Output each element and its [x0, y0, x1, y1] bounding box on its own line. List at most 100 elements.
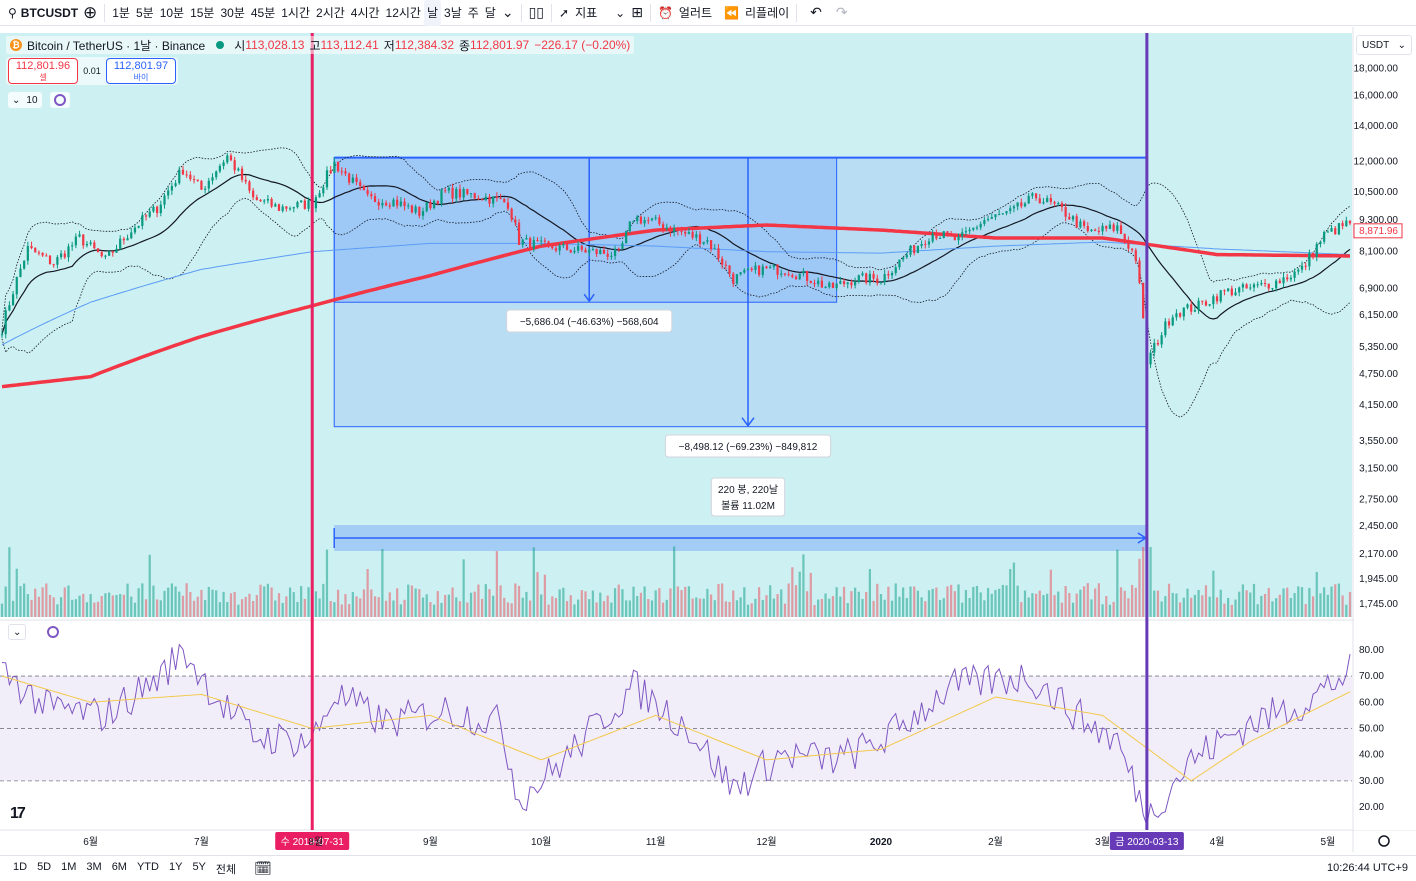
price-axis[interactable]: 18,000.00 16,000.00 14,000.00 12,000.00 10,5…: [1353, 27, 1416, 830]
interval-13[interactable]: 주: [467, 6, 479, 20]
timeframe-9[interactable]: 전체: [215, 863, 237, 876]
candle: [152, 204, 155, 213]
volume-bar: [300, 586, 303, 617]
more-intervals-button[interactable]: ⌄: [499, 0, 517, 26]
candle-body: [591, 249, 595, 251]
candle: [1171, 314, 1174, 327]
volume-bar: [381, 548, 384, 617]
timeframe-3[interactable]: 1M: [61, 860, 77, 873]
rsi-settings-button[interactable]: [43, 624, 63, 640]
volume-settings-button[interactable]: [50, 92, 70, 108]
compare-symbol-button[interactable]: ⊕: [80, 0, 100, 26]
interval-8[interactable]: 2시간: [316, 6, 345, 20]
currency-select[interactable]: USDT ⌄: [1356, 35, 1412, 55]
indicators-button[interactable]: ➚ 지표 ⌄: [556, 0, 628, 26]
candle-body: [318, 193, 321, 198]
time-axis[interactable]: 6월 7월 8월 9월 10월 11월 12월 2020 2월 3월 4월 5월: [83, 835, 1390, 848]
interval-1[interactable]: 1분: [112, 6, 130, 20]
candle: [163, 193, 166, 209]
candle: [1223, 289, 1226, 296]
tradingview-logo[interactable]: 17: [10, 805, 26, 822]
volume-bar: [67, 585, 70, 617]
candle-body: [994, 214, 997, 218]
candle: [695, 230, 698, 242]
candle-body: [277, 204, 281, 211]
interval-3[interactable]: 10분: [159, 6, 185, 20]
alert-button[interactable]: ⏰ 얼러트: [655, 0, 715, 26]
candle: [392, 197, 395, 207]
candle-body: [1197, 300, 1200, 311]
candle-body: [1123, 233, 1126, 241]
candle: [1127, 236, 1130, 252]
candle-body: [1260, 283, 1263, 285]
candle: [133, 224, 137, 235]
candle: [820, 276, 823, 288]
volume-bar: [396, 588, 399, 617]
volume-bar: [798, 571, 801, 617]
interval-10[interactable]: 12시간: [385, 6, 421, 20]
timeframe-1[interactable]: 1D: [13, 860, 28, 873]
symbol-search[interactable]: ⚲ BTCUSDT: [0, 0, 80, 26]
timeframe-8[interactable]: 5Y: [192, 860, 206, 873]
interval-11[interactable]: 날: [423, 0, 442, 26]
candle: [746, 266, 750, 271]
interval-9[interactable]: 4시간: [350, 6, 380, 20]
redo-button[interactable]: ↷: [833, 0, 851, 26]
volume-bar: [270, 587, 273, 617]
buy-button[interactable]: 112,801.97 바이: [106, 58, 176, 84]
candle: [761, 263, 764, 278]
volume-bar: [1082, 586, 1086, 617]
interval-14[interactable]: 달: [484, 6, 496, 20]
clock[interactable]: 10:26:44 UTC+9: [1326, 862, 1408, 874]
interval-5[interactable]: 30분: [220, 6, 245, 20]
date-range-button[interactable]: 🗓: [249, 860, 277, 877]
candle-body: [174, 183, 177, 186]
interval-2[interactable]: 5분: [135, 6, 154, 20]
volume-bar: [1271, 601, 1274, 617]
interval-7[interactable]: 1시간: [281, 6, 311, 20]
volume-bar: [532, 547, 535, 617]
layout-button[interactable]: ⊞: [628, 0, 646, 26]
volume-bar: [1075, 593, 1078, 617]
volume-bar: [510, 603, 513, 617]
candle-body: [1215, 296, 1219, 302]
volume-legend-toggle[interactable]: ⌄ 10: [8, 92, 42, 108]
candle-body: [458, 188, 462, 198]
undo-button[interactable]: ↶: [807, 0, 825, 26]
volume-bar: [45, 583, 48, 617]
interval-6[interactable]: 45분: [250, 6, 276, 20]
open-value: 113,028.13: [245, 38, 305, 52]
timeframe-4[interactable]: 3M: [86, 860, 102, 873]
volume-bar: [229, 593, 233, 617]
replay-button[interactable]: ⏪ 리플레이: [721, 0, 792, 26]
volume-bar: [1171, 592, 1174, 617]
rsi-legend-toggle[interactable]: ⌄: [8, 624, 27, 640]
candle-body: [728, 265, 731, 274]
close-value: 112,801.97: [470, 38, 530, 52]
interval-4[interactable]: 15분: [190, 6, 215, 20]
candle-body: [270, 199, 273, 207]
chart-svg[interactable]: −5,686.04 (−46.63%) −568,604 −8,498.12 (−…: [0, 27, 1416, 852]
volume-bar: [953, 591, 956, 617]
candle: [488, 193, 491, 208]
timeframe-5[interactable]: 6M: [111, 860, 127, 873]
candle: [473, 192, 476, 200]
candle-body: [159, 204, 162, 214]
vertical-lines[interactable]: 수 2019-07-31 금 2020-03-13: [275, 33, 1184, 850]
volume-bar: [765, 595, 768, 617]
candle: [994, 214, 997, 221]
volume-bar: [373, 596, 377, 617]
candle-body: [1289, 277, 1293, 280]
chart-type-button[interactable]: ▯▯: [526, 0, 547, 26]
sell-button[interactable]: 112,801.96 셀: [8, 58, 78, 84]
volume-bar: [529, 600, 532, 617]
volume-bar: [56, 604, 59, 617]
timeframe-7[interactable]: 1Y: [168, 860, 183, 873]
timeframe-2[interactable]: 5D: [37, 860, 52, 873]
interval-12[interactable]: 3날: [444, 6, 462, 20]
candle-body: [887, 273, 890, 276]
candle-body: [1227, 288, 1230, 291]
bb-upper-line: [1, 147, 1351, 330]
chart-area[interactable]: −5,686.04 (−46.63%) −568,604 −8,498.12 (−…: [0, 27, 1416, 852]
timeframe-6[interactable]: YTD: [136, 860, 159, 873]
